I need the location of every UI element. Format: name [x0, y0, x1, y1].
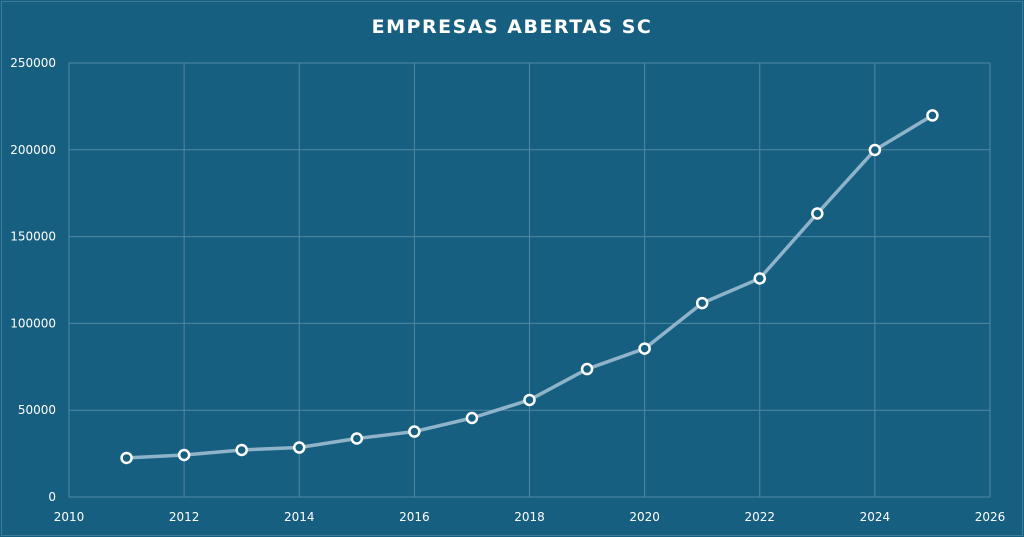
data-point — [638, 342, 651, 355]
x-tick-label: 2022 — [744, 510, 775, 524]
y-tick-label: 200000 — [10, 143, 56, 157]
x-tick-label: 2020 — [629, 510, 660, 524]
x-tick-label: 2026 — [975, 510, 1006, 524]
x-tick-label: 2010 — [54, 510, 85, 524]
data-point — [580, 362, 594, 376]
y-tick-label: 0 — [48, 490, 56, 504]
data-point — [926, 109, 939, 122]
data-point — [465, 411, 479, 425]
data-point — [120, 451, 133, 465]
data-point — [868, 143, 882, 157]
x-tick-label: 2024 — [860, 510, 891, 524]
x-tick-label: 2018 — [514, 510, 545, 524]
data-point — [523, 393, 536, 407]
data-point — [753, 272, 766, 285]
data-point — [177, 448, 191, 462]
y-tick-label: 250000 — [10, 56, 56, 70]
y-tick-label: 150000 — [10, 230, 56, 244]
data-point — [408, 425, 421, 438]
data-point — [811, 207, 824, 220]
chart-title: EMPRESAS ABERTAS SC — [371, 16, 653, 38]
data-point — [350, 432, 364, 445]
data-point — [235, 443, 248, 457]
y-tick-label: 50000 — [18, 403, 56, 417]
data-point — [293, 441, 306, 454]
x-tick-label: 2012 — [169, 510, 200, 524]
y-tick-label: 100000 — [10, 316, 56, 330]
x-tick-label: 2014 — [284, 510, 315, 524]
x-tick-label: 2016 — [399, 510, 430, 524]
data-point — [695, 296, 709, 310]
